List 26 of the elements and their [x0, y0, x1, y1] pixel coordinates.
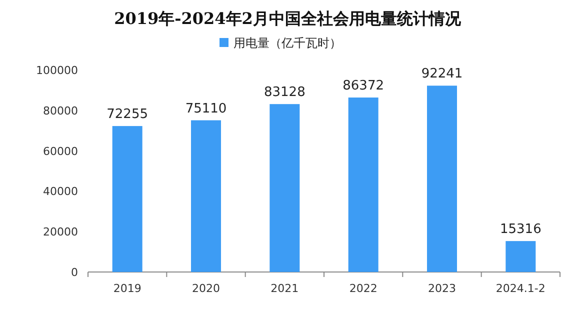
x-tick-label: 2021 [270, 282, 299, 295]
chart-title: 2019年-2024年2月中国全社会用电量统计情况 [114, 9, 462, 28]
bar [270, 104, 300, 272]
x-tick-label: 2019 [113, 282, 142, 295]
x-tick-label: 2023 [428, 282, 456, 295]
y-tick-label: 100000 [36, 64, 78, 77]
x-tick-label: 2022 [349, 282, 378, 295]
bar [348, 98, 378, 272]
data-label: 72255 [106, 107, 148, 122]
y-tick-label: 20000 [43, 226, 78, 239]
y-tick-label: 40000 [43, 185, 78, 198]
bar [427, 86, 457, 272]
bar [112, 126, 142, 272]
bar [506, 241, 536, 272]
bar [191, 120, 221, 272]
data-label: 15316 [500, 222, 542, 238]
y-tick-label: 0 [71, 266, 78, 279]
data-label: 92241 [421, 66, 463, 82]
data-label: 75110 [185, 101, 227, 116]
y-tick-label: 60000 [43, 144, 78, 158]
x-tick-label: 2024.1-2 [496, 282, 546, 295]
data-label: 86372 [342, 78, 384, 94]
data-label: 83128 [264, 85, 306, 100]
y-tick-label: 80000 [43, 104, 78, 118]
legend-label: 用电量（亿千瓦时） [234, 36, 342, 50]
x-tick-label: 2020 [192, 282, 220, 295]
